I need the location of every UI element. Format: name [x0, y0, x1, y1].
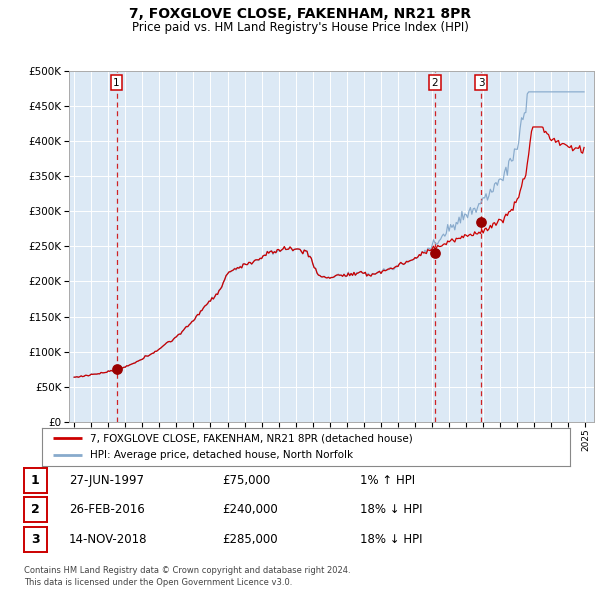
- Text: 3: 3: [31, 533, 40, 546]
- Text: Contains HM Land Registry data © Crown copyright and database right 2024.
This d: Contains HM Land Registry data © Crown c…: [24, 566, 350, 587]
- Text: £285,000: £285,000: [222, 533, 278, 546]
- Text: 1: 1: [113, 78, 120, 88]
- Text: 2: 2: [31, 503, 40, 516]
- Text: 14-NOV-2018: 14-NOV-2018: [69, 533, 148, 546]
- Text: 2: 2: [431, 78, 438, 88]
- Text: HPI: Average price, detached house, North Norfolk: HPI: Average price, detached house, Nort…: [89, 450, 353, 460]
- Text: 27-JUN-1997: 27-JUN-1997: [69, 474, 144, 487]
- Text: 7, FOXGLOVE CLOSE, FAKENHAM, NR21 8PR (detached house): 7, FOXGLOVE CLOSE, FAKENHAM, NR21 8PR (d…: [89, 434, 412, 444]
- Point: [476, 217, 486, 227]
- Text: 3: 3: [478, 78, 484, 88]
- Text: £75,000: £75,000: [222, 474, 270, 487]
- Text: 1: 1: [31, 474, 40, 487]
- Text: Price paid vs. HM Land Registry's House Price Index (HPI): Price paid vs. HM Land Registry's House …: [131, 21, 469, 34]
- Point: [112, 365, 121, 374]
- Text: 18% ↓ HPI: 18% ↓ HPI: [360, 533, 422, 546]
- Text: 26-FEB-2016: 26-FEB-2016: [69, 503, 145, 516]
- Text: 18% ↓ HPI: 18% ↓ HPI: [360, 503, 422, 516]
- Text: 1% ↑ HPI: 1% ↑ HPI: [360, 474, 415, 487]
- Point: [430, 248, 439, 258]
- Text: 7, FOXGLOVE CLOSE, FAKENHAM, NR21 8PR: 7, FOXGLOVE CLOSE, FAKENHAM, NR21 8PR: [129, 7, 471, 21]
- Text: £240,000: £240,000: [222, 503, 278, 516]
